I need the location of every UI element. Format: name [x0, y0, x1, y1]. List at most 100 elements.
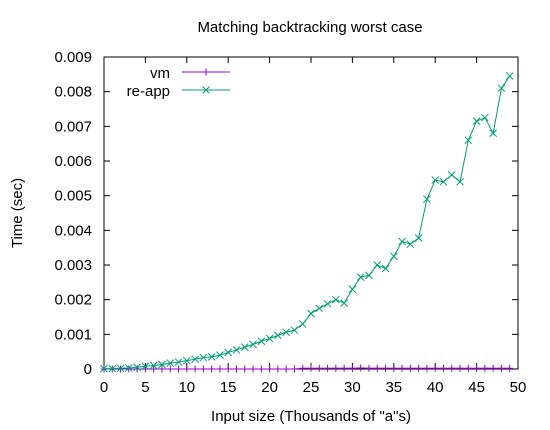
data-point-re-app [141, 362, 150, 371]
data-point-re-app [348, 285, 357, 294]
x-tick-label: 5 [141, 379, 149, 396]
data-point-re-app [497, 84, 506, 93]
data-point-vm [166, 365, 174, 373]
y-tick-label: 0.001 [54, 326, 92, 343]
data-point-re-app [340, 299, 348, 307]
data-point-vm [464, 364, 472, 372]
data-point-vm [183, 365, 191, 373]
data-point-re-app [456, 177, 464, 186]
data-point-vm [232, 365, 240, 373]
x-tick-label: 30 [344, 379, 361, 396]
data-point-re-app [398, 237, 406, 246]
data-point-vm [448, 364, 456, 372]
data-point-re-app [315, 304, 324, 313]
data-point-re-app [481, 113, 489, 122]
x-tick-label: 25 [303, 379, 320, 396]
data-point-re-app [274, 331, 282, 340]
data-point-re-app [414, 234, 423, 242]
data-point-vm [199, 365, 207, 373]
x-tick-label: 0 [100, 379, 108, 396]
data-point-vm [340, 364, 348, 372]
data-point-vm [266, 365, 274, 373]
data-point-re-app [182, 356, 191, 365]
data-point-re-app [174, 358, 183, 366]
data-point-vm [357, 364, 365, 372]
data-point-vm [439, 364, 447, 372]
y-tick-label: 0.008 [54, 84, 92, 101]
data-point-re-app [439, 177, 448, 186]
data-point-vm [382, 364, 390, 372]
data-point-re-app [356, 273, 365, 281]
x-tick-label: 20 [261, 379, 278, 396]
data-point-re-app [282, 328, 291, 337]
data-point-vm [224, 365, 232, 373]
data-point-re-app [240, 343, 249, 352]
data-point-re-app [431, 176, 440, 184]
legend-label-re-app: re-app [127, 83, 170, 100]
data-point-re-app [108, 364, 117, 373]
x-tick-label: 40 [427, 379, 444, 396]
data-point-re-app [232, 346, 241, 354]
data-point-vm [365, 364, 373, 372]
data-point-vm [315, 364, 323, 372]
legend-marker-glyph [202, 86, 210, 94]
data-point-re-app [423, 195, 431, 203]
legend-marker-vm [202, 68, 210, 76]
series-re-app [100, 72, 514, 373]
data-point-vm [406, 364, 414, 372]
data-point-re-app [116, 364, 125, 373]
data-point-vm [216, 365, 224, 373]
data-point-re-app [373, 261, 382, 269]
data-point-re-app [158, 360, 166, 369]
data-point-vm [506, 364, 514, 372]
data-point-re-app [166, 359, 175, 367]
data-point-re-app [307, 309, 315, 318]
data-point-vm [241, 365, 249, 373]
data-point-vm [158, 365, 166, 373]
x-axis-label: Input size (Thousands of "a"s) [211, 408, 411, 425]
data-point-vm [423, 364, 431, 372]
data-point-vm [373, 364, 381, 372]
y-tick-label: 0.003 [54, 257, 92, 274]
data-point-vm [348, 364, 356, 372]
data-point-vm [299, 364, 307, 372]
data-point-vm [324, 364, 332, 372]
plot-frame [103, 56, 519, 370]
x-tick-label: 10 [178, 379, 195, 396]
data-point-vm [398, 364, 406, 372]
data-point-re-app [124, 364, 133, 372]
data-point-re-app [207, 353, 216, 361]
data-point-vm [390, 364, 398, 372]
data-point-re-app [406, 240, 415, 249]
legend-marker-glyph [202, 68, 210, 76]
x-tick-label: 45 [468, 379, 485, 396]
data-point-re-app [489, 129, 498, 138]
data-point-vm [332, 364, 340, 372]
y-tick-label: 0.004 [54, 222, 92, 239]
series-line-re-app [104, 75, 511, 370]
data-point-re-app [298, 320, 307, 328]
x-axis: 0 5 10 15 20 25 30 35 40 45 50 [100, 57, 526, 396]
y-axis-label: Time (sec) [9, 178, 26, 248]
data-point-vm [175, 365, 183, 373]
data-point-re-app [323, 299, 332, 308]
data-point-vm [307, 364, 315, 372]
data-point-vm [415, 364, 423, 372]
data-point-vm [473, 364, 481, 372]
data-point-re-app [257, 337, 266, 346]
y-tick-label: 0.007 [54, 118, 92, 135]
data-point-re-app [447, 171, 456, 179]
data-point-vm [282, 365, 290, 373]
y-tick-label: 0.009 [54, 49, 92, 66]
data-point-re-app [290, 326, 299, 335]
data-point-vm [257, 365, 265, 373]
y-tick-label: 0.006 [54, 153, 92, 170]
legend-label-vm: vm [150, 65, 170, 82]
y-tick-label: 0.005 [54, 188, 92, 205]
data-point-vm [274, 365, 282, 373]
data-point-re-app [265, 334, 274, 343]
data-point-vm [125, 365, 133, 373]
chart-title: Matching backtracking worst case [197, 19, 422, 36]
data-point-re-app [100, 364, 108, 373]
